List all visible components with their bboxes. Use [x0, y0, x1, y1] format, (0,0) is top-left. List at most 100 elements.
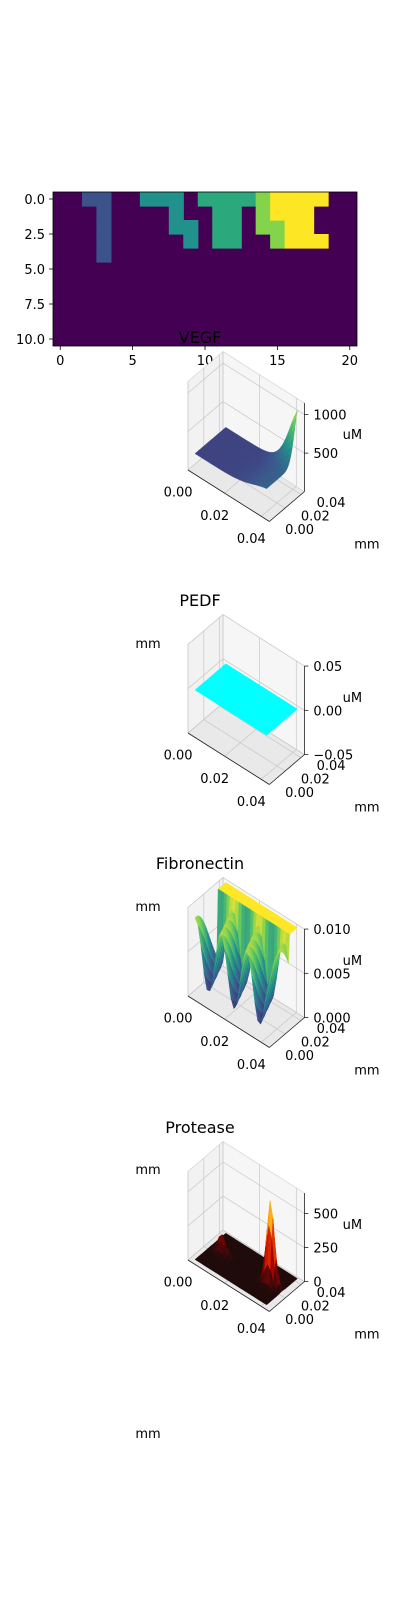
- z-axis-title: uM: [343, 954, 362, 969]
- y-tick-label: 10.0: [16, 333, 45, 348]
- heatmap-cell: [96, 248, 112, 263]
- z-tick-label: −0.05: [313, 749, 353, 764]
- heatmap-cell: [96, 192, 112, 207]
- y-tick-label: 2.5: [24, 228, 45, 243]
- heatmap-cell: [284, 234, 300, 249]
- z-tick-label: 500: [313, 447, 338, 462]
- heatmap-cell: [284, 220, 300, 235]
- x-axis-title: mm: [135, 1427, 160, 1442]
- heatmap-cell: [270, 220, 286, 235]
- x-axis-line: [187, 469, 270, 522]
- surface: [194, 663, 298, 736]
- pedf-panel: PEDF0.000.020.04mm0.000.020.04mm−0.050.0…: [135, 591, 379, 915]
- z-axis-title: uM: [343, 428, 362, 443]
- x-tick-label: 0.04: [237, 795, 266, 810]
- heatmap-cell: [139, 192, 155, 207]
- y-tick-label: 7.5: [24, 298, 45, 313]
- heatmap-cell: [299, 220, 315, 235]
- x-tick-label: 0.00: [164, 1276, 193, 1291]
- heatmap-cell: [168, 220, 184, 235]
- y-axis-line: [269, 491, 305, 522]
- panel-title: Protease: [165, 1118, 234, 1137]
- surface: [194, 1200, 298, 1306]
- x-tick-label: 0.02: [200, 1299, 229, 1314]
- heatmap-cell: [299, 206, 315, 221]
- heatmap-cell: [255, 220, 271, 235]
- heatmap-cell: [299, 192, 315, 207]
- heatmap-cell: [255, 206, 271, 221]
- x-tick-label: 0.04: [237, 532, 266, 547]
- grid-line: [187, 658, 305, 711]
- heatmap-cell: [183, 220, 199, 235]
- grid-line: [187, 877, 305, 930]
- heatmap-cell: [226, 206, 242, 221]
- surface: [194, 882, 298, 1025]
- heatmap-cell: [270, 234, 286, 249]
- panel-title: VEGF: [179, 328, 222, 347]
- surface-facet: [263, 1301, 269, 1306]
- x-tick-label: 0.00: [164, 486, 193, 501]
- surface-facet: [263, 983, 269, 1012]
- grid-line: [260, 397, 297, 517]
- y-tick-label: 0.04: [317, 1022, 346, 1037]
- heatmap-cell: [168, 206, 184, 221]
- x-tick-label: 20: [341, 354, 358, 369]
- heatmap-cell: [284, 192, 300, 207]
- z-tick-label: 0.010: [313, 923, 350, 938]
- y-tick-label: 0.02: [301, 773, 330, 788]
- y-tick-label: 0.04: [317, 1286, 346, 1301]
- z-tick-label: 0.000: [313, 1012, 350, 1027]
- heatmap-cell: [313, 192, 329, 207]
- z-tick-label: 0.00: [313, 704, 342, 719]
- x-tick-label: 0.04: [237, 1058, 266, 1073]
- x-axis-line: [187, 995, 270, 1048]
- y-tick-label: 0.02: [301, 1300, 330, 1315]
- heatmap-cell: [241, 192, 257, 207]
- heatmap-cell: [168, 192, 184, 207]
- heatmap-cell: [226, 192, 242, 207]
- z-tick-label: 0: [313, 1276, 321, 1291]
- y-tick-label: 0.00: [285, 786, 314, 801]
- grid-line: [187, 401, 305, 454]
- heatmap-cell: [284, 206, 300, 221]
- grid-line: [187, 965, 305, 1018]
- grid-line: [187, 614, 305, 667]
- x-tick-label: 0.00: [164, 749, 193, 764]
- y-tick-label: 0.00: [285, 1049, 314, 1064]
- x-axis-line: [187, 732, 270, 785]
- y-tick-label: 0.02: [301, 1036, 330, 1051]
- y-tick-label: 0.02: [301, 510, 330, 525]
- x-axis-line: [187, 1259, 270, 1312]
- z-axis-title: uM: [343, 691, 362, 706]
- y-axis-line: [269, 754, 305, 785]
- z-axis-title: uM: [343, 1218, 362, 1233]
- heatmap-cell: [255, 192, 271, 207]
- z-tick-label: 0.05: [313, 660, 342, 675]
- y-tick-label: 0.0: [24, 193, 45, 208]
- y-axis-title: mm: [354, 1328, 379, 1343]
- x-tick-label: 0.02: [200, 772, 229, 787]
- heatmap-cell: [212, 234, 228, 249]
- heatmap-cell: [96, 206, 112, 221]
- heatmap-cell: [96, 220, 112, 235]
- heatmap-cell: [270, 206, 286, 221]
- heatmap-cell: [226, 234, 242, 249]
- heatmap-cell: [212, 220, 228, 235]
- heatmap-cell: [270, 192, 286, 207]
- y-tick-label: 0.04: [317, 759, 346, 774]
- x-axis-title: mm: [135, 637, 160, 652]
- z-tick-label: 1000: [313, 409, 346, 424]
- x-tick-label: 5: [128, 354, 136, 369]
- y-tick-label: 0.00: [285, 1313, 314, 1328]
- grid-line: [187, 1161, 305, 1214]
- z-tick-label: 250: [313, 1242, 338, 1257]
- heatmap-cell: [212, 192, 228, 207]
- heatmap-cell: [81, 192, 98, 207]
- heatmap-cell: [299, 234, 315, 249]
- grid-line: [187, 1195, 305, 1248]
- y-axis-title: mm: [354, 1064, 379, 1079]
- y-axis-title: mm: [354, 538, 379, 553]
- heatmap-panel: 0 5 10 15 200.02.55.07.510.0: [16, 191, 358, 369]
- x-tick-label: 0.04: [237, 1322, 266, 1337]
